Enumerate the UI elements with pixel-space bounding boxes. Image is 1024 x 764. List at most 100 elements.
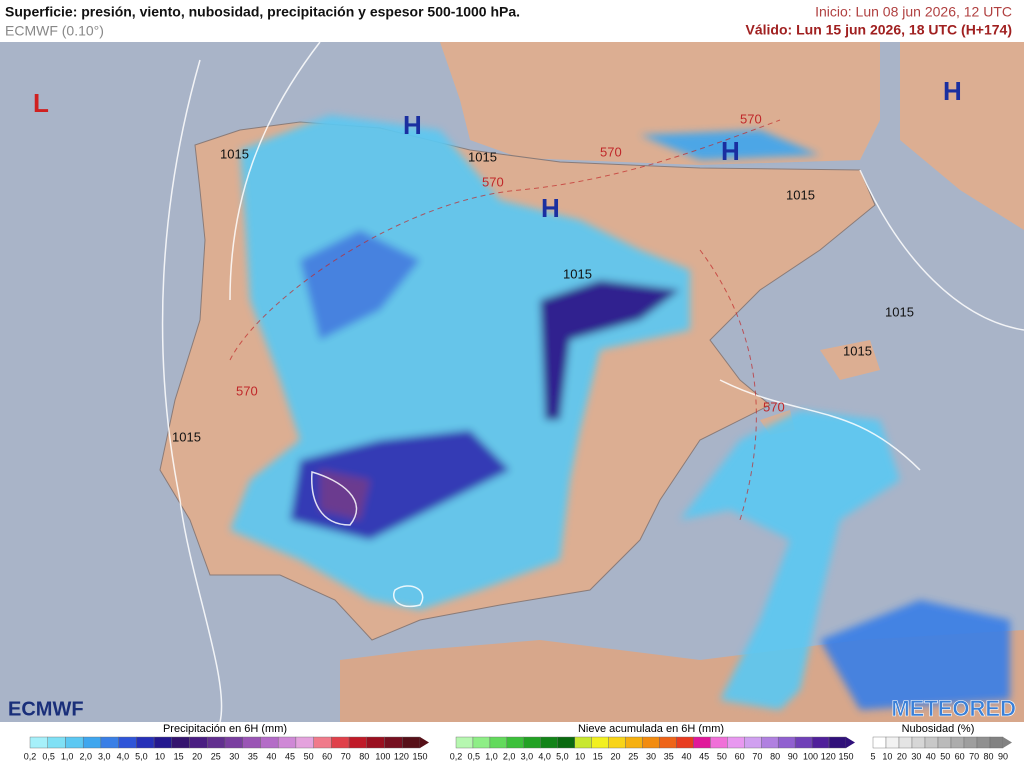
legend-label: 20 — [897, 751, 907, 761]
isobar-label: 1015 — [563, 266, 592, 281]
legend-swatch — [761, 736, 779, 749]
legend-swatch — [366, 736, 385, 749]
valid-time: Válido: Lun 15 jun 2026, 18 UTC (H+174) — [746, 22, 1012, 38]
legend-swatch — [402, 736, 421, 749]
legend-swatch — [828, 736, 847, 749]
legend-label: 120 — [821, 751, 836, 761]
legend-label: 2,0 — [79, 751, 92, 761]
legend-swatch — [207, 736, 226, 749]
legend-label: 10 — [575, 751, 585, 761]
legend-swatch — [295, 736, 314, 749]
legend-swatch — [506, 736, 525, 749]
legend-label: 80 — [770, 751, 780, 761]
legend-swatch — [489, 736, 508, 749]
legend-label: 100 — [375, 751, 390, 761]
legend-swatch — [82, 736, 102, 749]
legend-swatch — [608, 736, 626, 749]
legend-swatch — [171, 736, 190, 749]
legend-swatch — [224, 736, 243, 749]
legend-swatch — [136, 736, 155, 749]
legend-swatch — [963, 736, 978, 749]
legends: Precipitación en 6H (mm) 0,2 0,5 1,0 2,0 3,0 4… — [0, 722, 1024, 764]
legend-swatch — [523, 736, 541, 749]
title: Superficie: presión, viento, nubosidad, … — [5, 4, 520, 20]
legend-swatch — [472, 736, 491, 749]
thickness-label: 570 — [236, 383, 258, 398]
high-pressure: H — [721, 136, 740, 166]
legend-label: 3,0 — [98, 751, 111, 761]
legend-swatch — [811, 736, 830, 749]
legend-label: 60 — [955, 751, 965, 761]
legend-swatch — [710, 736, 728, 749]
legend-swatch — [118, 736, 137, 749]
legend-swatch — [591, 736, 609, 749]
legend-label: 90 — [998, 751, 1008, 761]
legend-arrow — [846, 737, 855, 748]
legend-label: 50 — [940, 751, 950, 761]
legend-label: 40 — [926, 751, 936, 761]
legend-label: 70 — [752, 751, 762, 761]
legend-swatch — [950, 736, 965, 749]
legend-label: 15 — [174, 751, 184, 761]
legend-swatch — [777, 736, 796, 749]
legend-label: 10 — [882, 751, 892, 761]
legend-label: 30 — [646, 751, 656, 761]
legend-label: 0,2 — [24, 751, 37, 761]
legend-swatch — [872, 736, 887, 749]
legend-swatch — [574, 736, 592, 749]
thickness-label: 570 — [482, 174, 504, 189]
legend-label: 5,0 — [135, 751, 148, 761]
legend-title: Nubosidad (%) — [902, 723, 975, 735]
legend-title: Precipitación en 6H (mm) — [163, 723, 287, 735]
legend-swatch — [260, 736, 279, 749]
legend-label: 20 — [192, 751, 202, 761]
legend-swatch — [642, 736, 660, 749]
legend-label: 70 — [969, 751, 979, 761]
legend-label: 0,5 — [467, 751, 480, 761]
legend-swatch — [885, 736, 900, 749]
legend-label: 25 — [211, 751, 221, 761]
isobar-label: 1015 — [786, 187, 815, 202]
low-pressure: L — [33, 88, 49, 118]
thickness-label: 570 — [740, 111, 762, 126]
high-pressure: H — [943, 76, 962, 106]
legend-label: 0,5 — [42, 751, 55, 761]
legend-swatch — [455, 736, 474, 749]
legend-swatch — [540, 736, 558, 749]
legend-label: 40 — [266, 751, 276, 761]
isobar-label: 1015 — [843, 343, 872, 358]
init-time: Inicio: Lun 08 jun 2026, 12 UTC — [815, 4, 1012, 20]
legend-swatch — [898, 736, 913, 749]
isobar-label: 1015 — [885, 304, 914, 319]
legend-label: 1,0 — [485, 751, 498, 761]
legend-swatch — [693, 736, 711, 749]
legend-label: 150 — [412, 751, 427, 761]
legend-swatch — [242, 736, 261, 749]
high-pressure: H — [403, 110, 422, 140]
legend-swatch — [911, 736, 926, 749]
legend-label: 40 — [681, 751, 691, 761]
legend-swatch — [100, 736, 119, 749]
model: ECMWF (0.10°) — [5, 23, 104, 39]
isobar-label: 1015 — [172, 429, 201, 444]
legend-label: 5 — [870, 751, 875, 761]
high-pressure: H — [541, 193, 560, 223]
legend-label: 3,0 — [521, 751, 534, 761]
legend-title: Nieve acumulada en 6H (mm) — [578, 723, 724, 735]
legend-label: 35 — [248, 751, 258, 761]
legend-swatch — [727, 736, 745, 749]
legend-label: 45 — [699, 751, 709, 761]
legend-label: 15 — [593, 751, 603, 761]
legend-swatch — [348, 736, 368, 749]
legend-swatch — [625, 736, 643, 749]
legend-label: 5,0 — [556, 751, 569, 761]
legend-label: 80 — [359, 751, 369, 761]
legend-swatch — [65, 736, 84, 749]
isobar-label: 1015 — [468, 149, 497, 164]
legend-label: 80 — [984, 751, 994, 761]
map: L H H H H 1015 1015 1015 1015 1015 1015 … — [0, 41, 1024, 723]
legend-label: 90 — [788, 751, 798, 761]
legend-swatch — [29, 736, 48, 749]
legend-swatch — [937, 736, 952, 749]
